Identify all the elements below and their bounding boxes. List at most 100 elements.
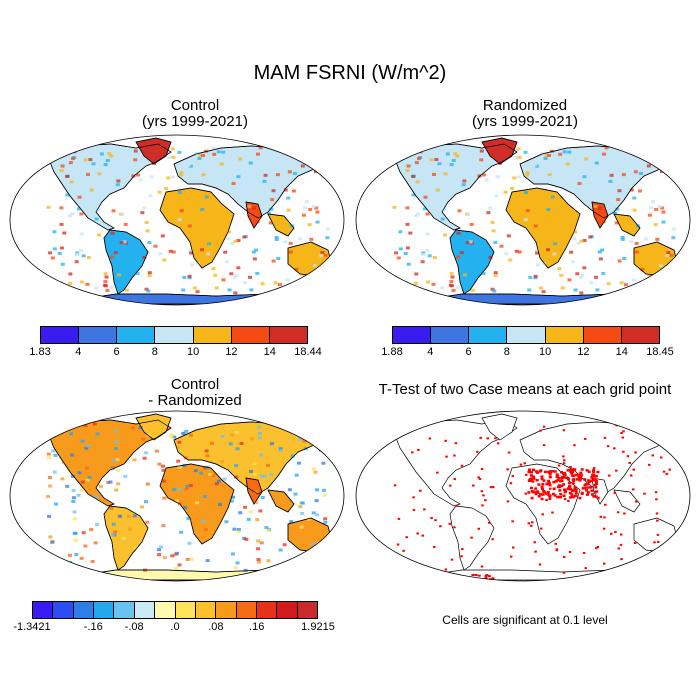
significant-cell bbox=[567, 481, 571, 485]
data-cell bbox=[70, 467, 75, 471]
data-cell bbox=[289, 224, 294, 228]
data-cell bbox=[295, 284, 300, 288]
significant-cell bbox=[541, 513, 544, 516]
data-cell bbox=[232, 527, 237, 531]
randomized-colorbar-tick-label: 12 bbox=[577, 346, 590, 358]
data-cell bbox=[285, 278, 290, 282]
data-cell bbox=[294, 564, 299, 568]
difference-colorbar-tick-label: -.08 bbox=[124, 621, 144, 633]
data-cell bbox=[71, 499, 76, 503]
significant-cell bbox=[554, 542, 557, 545]
data-cell bbox=[457, 209, 462, 213]
data-cell bbox=[301, 213, 306, 217]
data-cell bbox=[48, 484, 53, 488]
data-cell bbox=[534, 248, 539, 252]
significant-cell bbox=[534, 487, 538, 490]
data-cell bbox=[634, 241, 639, 245]
data-cell bbox=[131, 174, 136, 178]
data-cell bbox=[72, 517, 77, 521]
data-cell bbox=[571, 224, 576, 228]
significant-cell bbox=[451, 577, 455, 580]
data-cell bbox=[116, 179, 121, 183]
control-panel-title: Control (yrs 1999-2021) bbox=[40, 98, 350, 130]
data-cell bbox=[255, 152, 260, 156]
significant-cell bbox=[541, 483, 545, 486]
significant-cell bbox=[569, 496, 573, 499]
data-cell bbox=[535, 251, 540, 255]
data-cell bbox=[238, 151, 243, 155]
data-cell bbox=[523, 150, 528, 154]
data-cell bbox=[230, 552, 235, 556]
randomized-colorbar-labels: 1.88 4 6 8 10 12 14 18.45 bbox=[381, 346, 673, 360]
data-cell bbox=[223, 250, 228, 254]
significant-cell bbox=[560, 484, 564, 488]
difference-colorbar-swatch bbox=[195, 602, 217, 618]
significant-cell bbox=[583, 437, 587, 440]
data-cell bbox=[220, 460, 225, 464]
data-cell bbox=[392, 151, 397, 155]
data-cell bbox=[109, 506, 114, 510]
significant-cell bbox=[570, 489, 574, 492]
data-cell bbox=[567, 150, 572, 154]
africa-region bbox=[159, 187, 235, 269]
significant-cell bbox=[511, 475, 515, 478]
data-cell bbox=[290, 454, 295, 458]
significant-cell bbox=[430, 516, 433, 519]
significant-cell bbox=[571, 482, 575, 485]
data-cell bbox=[57, 251, 62, 255]
data-cell bbox=[104, 275, 109, 279]
significant-cell bbox=[540, 485, 544, 489]
data-cell bbox=[236, 175, 241, 179]
control-colorbar-tick-label: 10 bbox=[187, 346, 200, 358]
difference-panel-title: Control - Randomized bbox=[40, 377, 350, 409]
data-cell bbox=[321, 461, 326, 465]
data-cell bbox=[136, 173, 141, 177]
southAmerica-coastline bbox=[103, 229, 149, 295]
data-cell bbox=[465, 241, 470, 245]
data-cell bbox=[205, 454, 210, 458]
data-cell bbox=[93, 541, 98, 545]
data-cell bbox=[425, 212, 430, 216]
data-cell bbox=[162, 556, 167, 560]
significant-cell bbox=[604, 503, 607, 506]
significant-cell bbox=[542, 444, 546, 447]
significant-cell bbox=[573, 468, 577, 471]
significant-cell bbox=[596, 545, 600, 548]
data-cell bbox=[654, 150, 659, 154]
data-cell bbox=[582, 266, 587, 270]
randomized-map bbox=[355, 134, 691, 306]
data-cell bbox=[620, 235, 625, 239]
data-cell bbox=[481, 271, 486, 275]
data-cell bbox=[671, 227, 676, 231]
data-cell bbox=[572, 237, 577, 241]
significant-cell bbox=[436, 471, 439, 474]
data-cell bbox=[47, 514, 52, 518]
significant-cell bbox=[491, 577, 495, 580]
significant-cell bbox=[585, 469, 589, 472]
data-cell bbox=[579, 291, 584, 295]
data-cell bbox=[573, 148, 578, 152]
significant-cell bbox=[545, 482, 549, 486]
data-cell bbox=[647, 213, 652, 217]
significant-cell bbox=[511, 520, 514, 523]
significant-cell bbox=[529, 471, 533, 474]
data-cell bbox=[287, 488, 292, 492]
data-cell bbox=[75, 252, 80, 256]
data-cell bbox=[105, 158, 110, 162]
data-cell bbox=[188, 164, 193, 168]
eurasia-coastline bbox=[173, 421, 319, 495]
data-cell bbox=[177, 218, 182, 222]
data-cell bbox=[582, 238, 587, 242]
data-cell bbox=[275, 293, 280, 297]
data-cell bbox=[323, 517, 328, 521]
data-cell bbox=[89, 151, 94, 155]
data-cell bbox=[115, 468, 120, 472]
data-cell bbox=[300, 511, 305, 515]
data-cell bbox=[148, 194, 153, 198]
data-cell bbox=[582, 175, 587, 179]
data-cell bbox=[60, 262, 65, 266]
significant-cell bbox=[592, 495, 596, 498]
data-cell bbox=[235, 561, 240, 565]
significant-cell bbox=[653, 541, 656, 544]
data-cell bbox=[234, 475, 239, 479]
